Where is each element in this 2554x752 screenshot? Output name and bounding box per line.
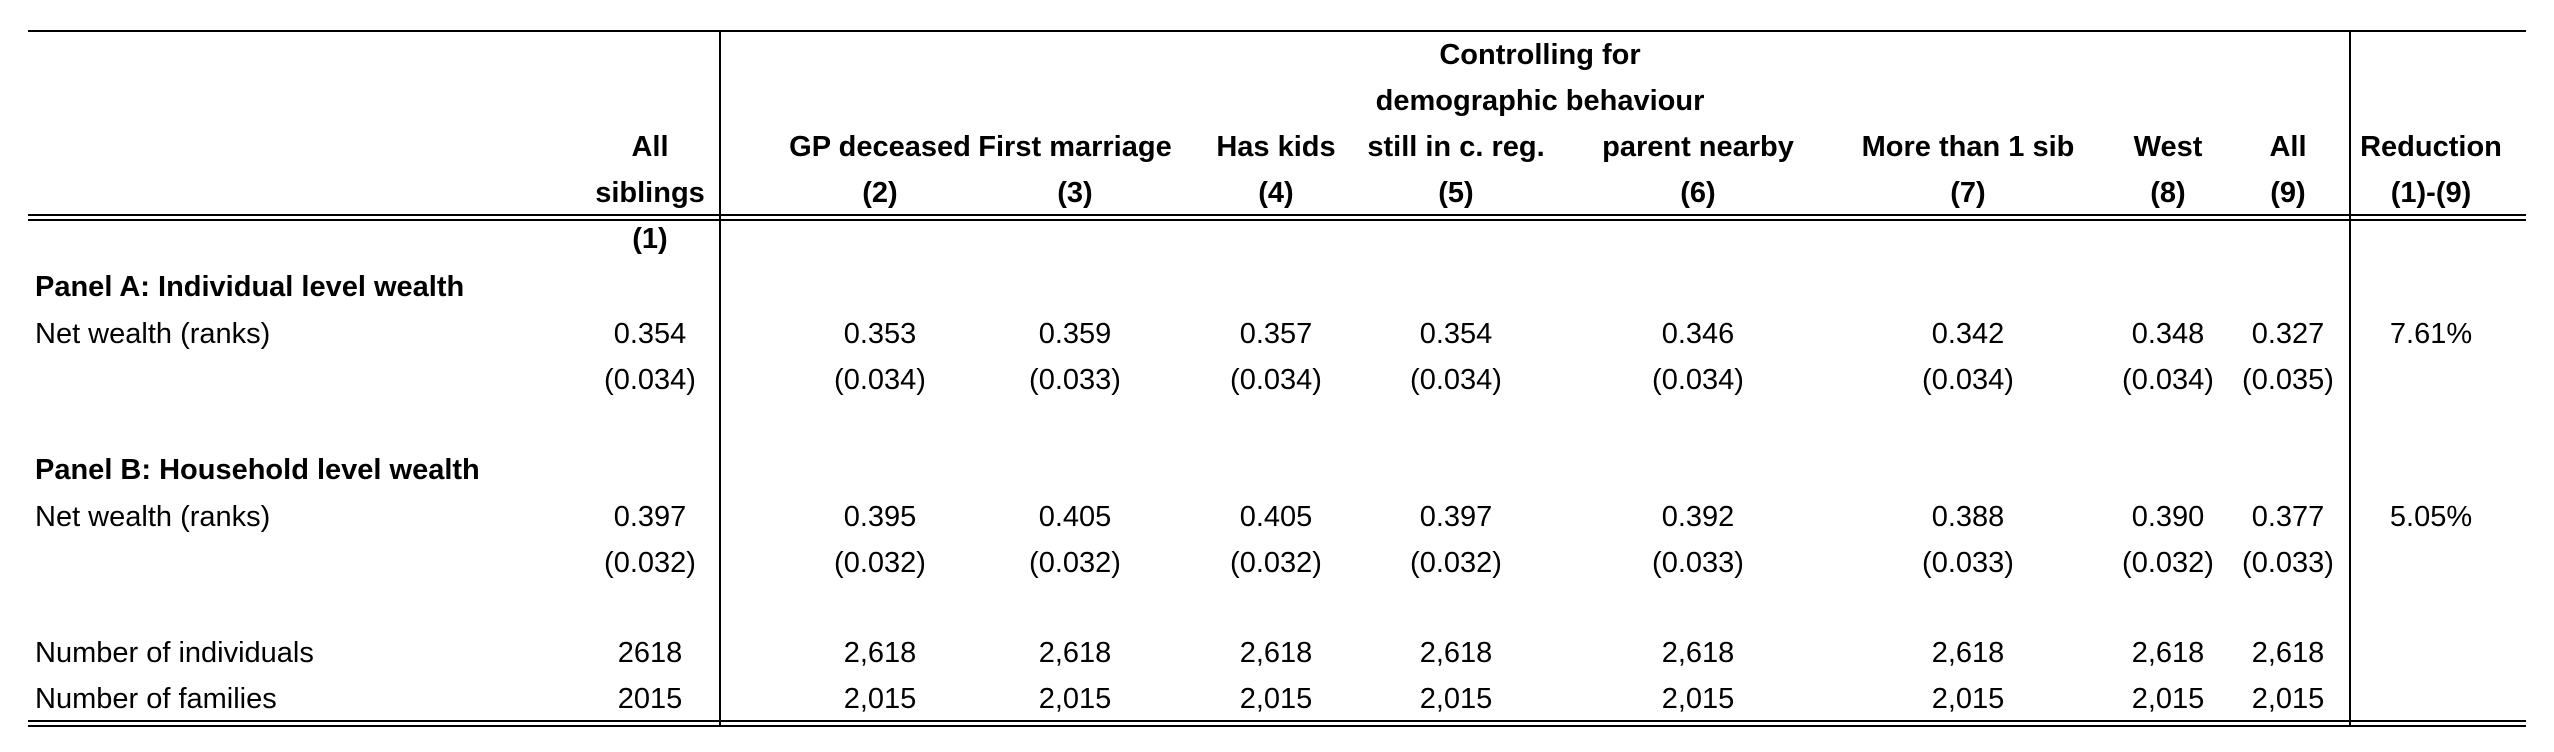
table-cell: 0.392: [1661, 501, 1735, 533]
table-cell: (0.032): [834, 547, 926, 579]
group-title-line2: demographic behaviour: [1375, 85, 1705, 117]
table-cell: (0.034): [2122, 364, 2214, 396]
table-cell: 2,618: [2251, 637, 2325, 669]
table-cell: (0.034): [1652, 364, 1744, 396]
column-divider-left: [719, 30, 721, 727]
table-cell: 2,618: [1661, 637, 1735, 669]
table-cell: (0.032): [1230, 547, 1322, 579]
col1-header-line1: All: [631, 131, 669, 163]
table-cell: 0.346: [1661, 318, 1735, 350]
col2-num: (2): [862, 177, 898, 209]
table-cell: (0.034): [604, 364, 696, 396]
table-cell: 0.354: [613, 318, 687, 350]
col9-header: All: [2269, 131, 2307, 163]
table-cell: 0.390: [2131, 501, 2205, 533]
col4-num: (4): [1258, 177, 1294, 209]
col10-header: Reduction: [2360, 131, 2502, 163]
table-cell: 2,618: [843, 637, 917, 669]
top-rule: [28, 30, 2526, 32]
table-cell: 0.327: [2251, 318, 2325, 350]
table-cell: 2,618: [1931, 637, 2005, 669]
table-cell: 2,015: [1661, 683, 1735, 715]
table-cell: (0.032): [604, 547, 696, 579]
table-cell: 2015: [617, 683, 683, 715]
reduction-cell: 5.05%: [2389, 501, 2473, 533]
table-cell: 0.397: [1419, 501, 1493, 533]
table-cell: 2,618: [2131, 637, 2205, 669]
table-cell: (0.032): [1029, 547, 1121, 579]
table-cell: (0.032): [1410, 547, 1502, 579]
col5-num: (5): [1438, 177, 1474, 209]
table-cell: 2,015: [1038, 683, 1112, 715]
reduction-cell: 7.61%: [2389, 318, 2473, 350]
table-cell: 2,015: [2131, 683, 2205, 715]
col9-num: (9): [2270, 177, 2306, 209]
table-cell: 2618: [617, 637, 683, 669]
table-cell: 2,015: [2251, 683, 2325, 715]
table-cell: 2,015: [1419, 683, 1493, 715]
panel-a-title: Panel A: Individual level wealth: [35, 271, 465, 303]
bottom-double-rule-bottom: [28, 725, 2526, 727]
col7-num: (7): [1950, 177, 1986, 209]
bottom-double-rule-top: [28, 720, 2526, 722]
table-cell: (0.035): [2242, 364, 2334, 396]
table-cell: 2,015: [843, 683, 917, 715]
panel-b-row-label: Net wealth (ranks): [35, 501, 271, 533]
table-cell: 0.395: [843, 501, 917, 533]
col1-header-line2: siblings: [595, 177, 705, 209]
table-cell: 0.405: [1239, 501, 1313, 533]
table-cell: 0.342: [1931, 318, 2005, 350]
header-double-rule-top: [28, 214, 2526, 216]
col3-num: (3): [1057, 177, 1093, 209]
table-cell: (0.034): [834, 364, 926, 396]
table-cell: 2,618: [1038, 637, 1112, 669]
col8-header: West: [2133, 131, 2203, 163]
column-divider-right: [2349, 30, 2351, 727]
table-cell: 0.348: [2131, 318, 2205, 350]
table-cell: (0.034): [1410, 364, 1502, 396]
table-cell: (0.033): [1922, 547, 2014, 579]
table-cell: (0.034): [1230, 364, 1322, 396]
table-cell: 2,618: [1239, 637, 1313, 669]
table-cell: 0.354: [1419, 318, 1493, 350]
col5-header: still in c. reg.: [1367, 131, 1545, 163]
table-cell: 2,015: [1931, 683, 2005, 715]
table-cell: (0.032): [2122, 547, 2214, 579]
table-cell: 2,015: [1239, 683, 1313, 715]
table-cell: 0.377: [2251, 501, 2325, 533]
col1-num: (1): [632, 223, 668, 255]
col8-num: (8): [2150, 177, 2186, 209]
table-cell: 0.359: [1038, 318, 1112, 350]
panel-b-title: Panel B: Household level wealth: [35, 454, 480, 486]
group-title-line1: Controlling for: [1439, 39, 1641, 71]
families-label: Number of families: [35, 683, 277, 715]
table-cell: 0.397: [613, 501, 687, 533]
col2-header: GP deceased: [789, 131, 971, 163]
table-cell: (0.034): [1922, 364, 2014, 396]
table-cell: 0.357: [1239, 318, 1313, 350]
individuals-label: Number of individuals: [35, 637, 314, 669]
table-cell: 0.405: [1038, 501, 1112, 533]
table-cell: 2,618: [1419, 637, 1493, 669]
header-double-rule-bottom: [28, 219, 2526, 221]
col6-num: (6): [1680, 177, 1716, 209]
col6-header: parent nearby: [1602, 131, 1794, 163]
table-cell: (0.033): [1652, 547, 1744, 579]
col4-header: Has kids: [1216, 131, 1336, 163]
table-cell: 0.353: [843, 318, 917, 350]
panel-a-row-label: Net wealth (ranks): [35, 318, 271, 350]
table-cell: (0.033): [2242, 547, 2334, 579]
col7-header: More than 1 sib: [1861, 131, 2075, 163]
table-cell: (0.033): [1029, 364, 1121, 396]
table-cell: 0.388: [1931, 501, 2005, 533]
col3-header: First marriage: [978, 131, 1172, 163]
col10-num: (1)-(9): [2390, 177, 2472, 209]
